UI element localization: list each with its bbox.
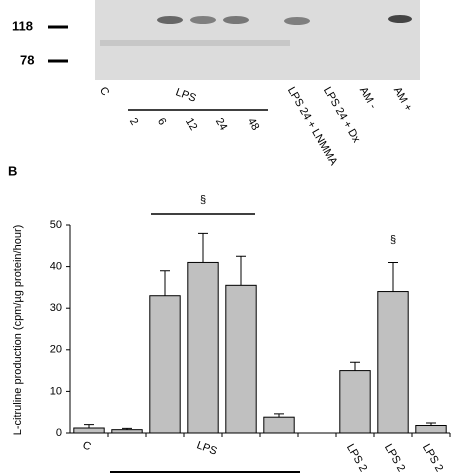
- bar: [225, 284, 257, 434]
- time-label: 6: [155, 116, 168, 127]
- y-tick-label: 40: [50, 261, 62, 273]
- y-axis-label: L-citruline production (cpm/µg protein/h…: [12, 225, 24, 436]
- x-tick-label: LPS 2: [420, 442, 445, 474]
- bar: [73, 427, 105, 434]
- error-bar: [122, 427, 132, 430]
- lane-label: LPS 24 + Dx: [321, 85, 363, 145]
- time-label: 48: [245, 116, 262, 133]
- y-tick-label: 10: [50, 385, 62, 397]
- time-label: 24: [213, 116, 230, 133]
- error-bar: [388, 261, 398, 292]
- time-label: 12: [183, 116, 200, 133]
- x-tick-label: LPS 2: [344, 442, 369, 474]
- lane-label: C: [97, 85, 111, 98]
- bar: [339, 370, 371, 434]
- panel-label: B: [8, 163, 17, 178]
- x-tick-label: C: [81, 439, 93, 453]
- bar: [377, 291, 409, 434]
- y-tick-label: 0: [56, 427, 62, 439]
- blot: [95, 0, 420, 80]
- bar: [149, 295, 181, 434]
- error-bar: [236, 255, 246, 286]
- x-tick-label: LPS: [195, 439, 219, 457]
- marker-label: 118: [12, 18, 33, 33]
- x-tick-label: LPS 2: [382, 442, 407, 474]
- error-bar: [350, 361, 360, 371]
- lane-label: AM +: [391, 85, 414, 114]
- marker-label: 78: [20, 52, 34, 67]
- annotation: §: [200, 194, 206, 206]
- error-bar: [84, 424, 94, 429]
- bar: [187, 261, 219, 434]
- error-bar: [274, 413, 284, 418]
- y-tick-label: 30: [50, 302, 62, 314]
- annotation: §: [390, 234, 396, 246]
- error-bar: [198, 232, 208, 263]
- lane-label: AM -: [357, 85, 379, 111]
- group-label: LPS: [174, 86, 198, 104]
- bar: [415, 425, 447, 434]
- y-tick-label: 50: [50, 219, 62, 231]
- time-label: 2: [127, 116, 140, 127]
- y-tick-label: 20: [50, 344, 62, 356]
- error-bar: [426, 422, 436, 426]
- bar: [111, 429, 143, 434]
- bar: [263, 416, 295, 434]
- blot-bands: [100, 15, 412, 46]
- error-bar: [160, 270, 170, 296]
